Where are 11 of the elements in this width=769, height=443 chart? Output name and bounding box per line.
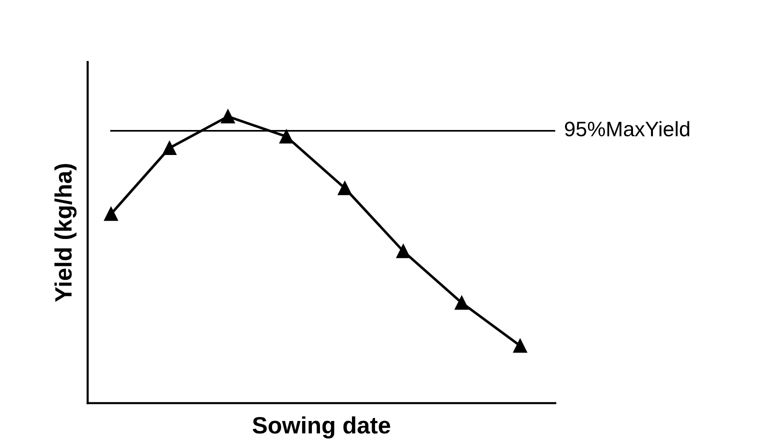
ref-line-label: 95%MaxYield	[564, 121, 690, 136]
point	[513, 338, 528, 353]
x-axis-title: Sowing date	[252, 416, 390, 438]
y-axis-title: Yield (kg/ha)	[54, 164, 77, 302]
point	[338, 181, 352, 196]
point	[454, 296, 469, 310]
point	[162, 141, 176, 155]
point	[396, 244, 410, 258]
point	[220, 110, 235, 124]
point	[104, 207, 118, 221]
point	[279, 130, 294, 144]
